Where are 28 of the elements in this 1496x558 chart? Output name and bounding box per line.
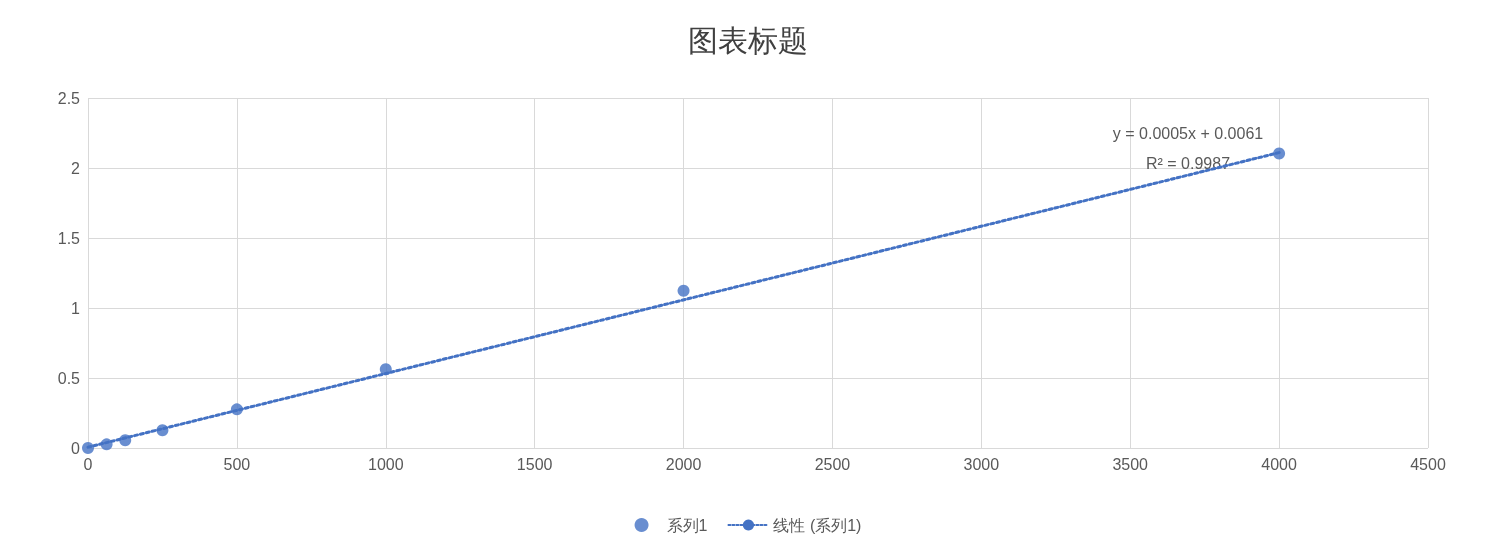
legend-label: 系列1 [666, 516, 708, 534]
annotation: y = 0.0005x + 0.0061 [1112, 124, 1264, 142]
point [156, 424, 169, 437]
y-tick-label: 1.5 [57, 229, 81, 247]
x-tick-label: 500 [223, 455, 251, 473]
chart-title: 图表标题 [688, 23, 808, 57]
x-tick-label: 1000 [367, 455, 404, 473]
y-tick-label: 0 [71, 439, 81, 457]
point [82, 442, 94, 454]
y-tick-label: 0.5 [57, 369, 81, 387]
y-tick-label: 2 [71, 159, 81, 177]
point [119, 434, 132, 447]
point [230, 403, 243, 416]
point [100, 438, 113, 451]
x-tick-label: 4500 [1410, 455, 1446, 473]
x-tick-label: 1500 [516, 455, 553, 473]
x-tick-label: 2000 [665, 455, 702, 473]
y-tick-label: 1 [71, 299, 81, 317]
point [1273, 147, 1286, 160]
legend-label: 线性 (系列1) [773, 516, 862, 534]
x-tick-label: 2500 [814, 455, 851, 473]
x-tick-label: 3000 [963, 455, 1000, 473]
x-tick-label: 3500 [1112, 455, 1149, 473]
y-tick-label: 2.5 [57, 89, 81, 107]
x-tick-label: 0 [83, 455, 93, 473]
point [677, 284, 690, 297]
x-tick-label: 4000 [1261, 455, 1298, 473]
point [379, 363, 392, 376]
